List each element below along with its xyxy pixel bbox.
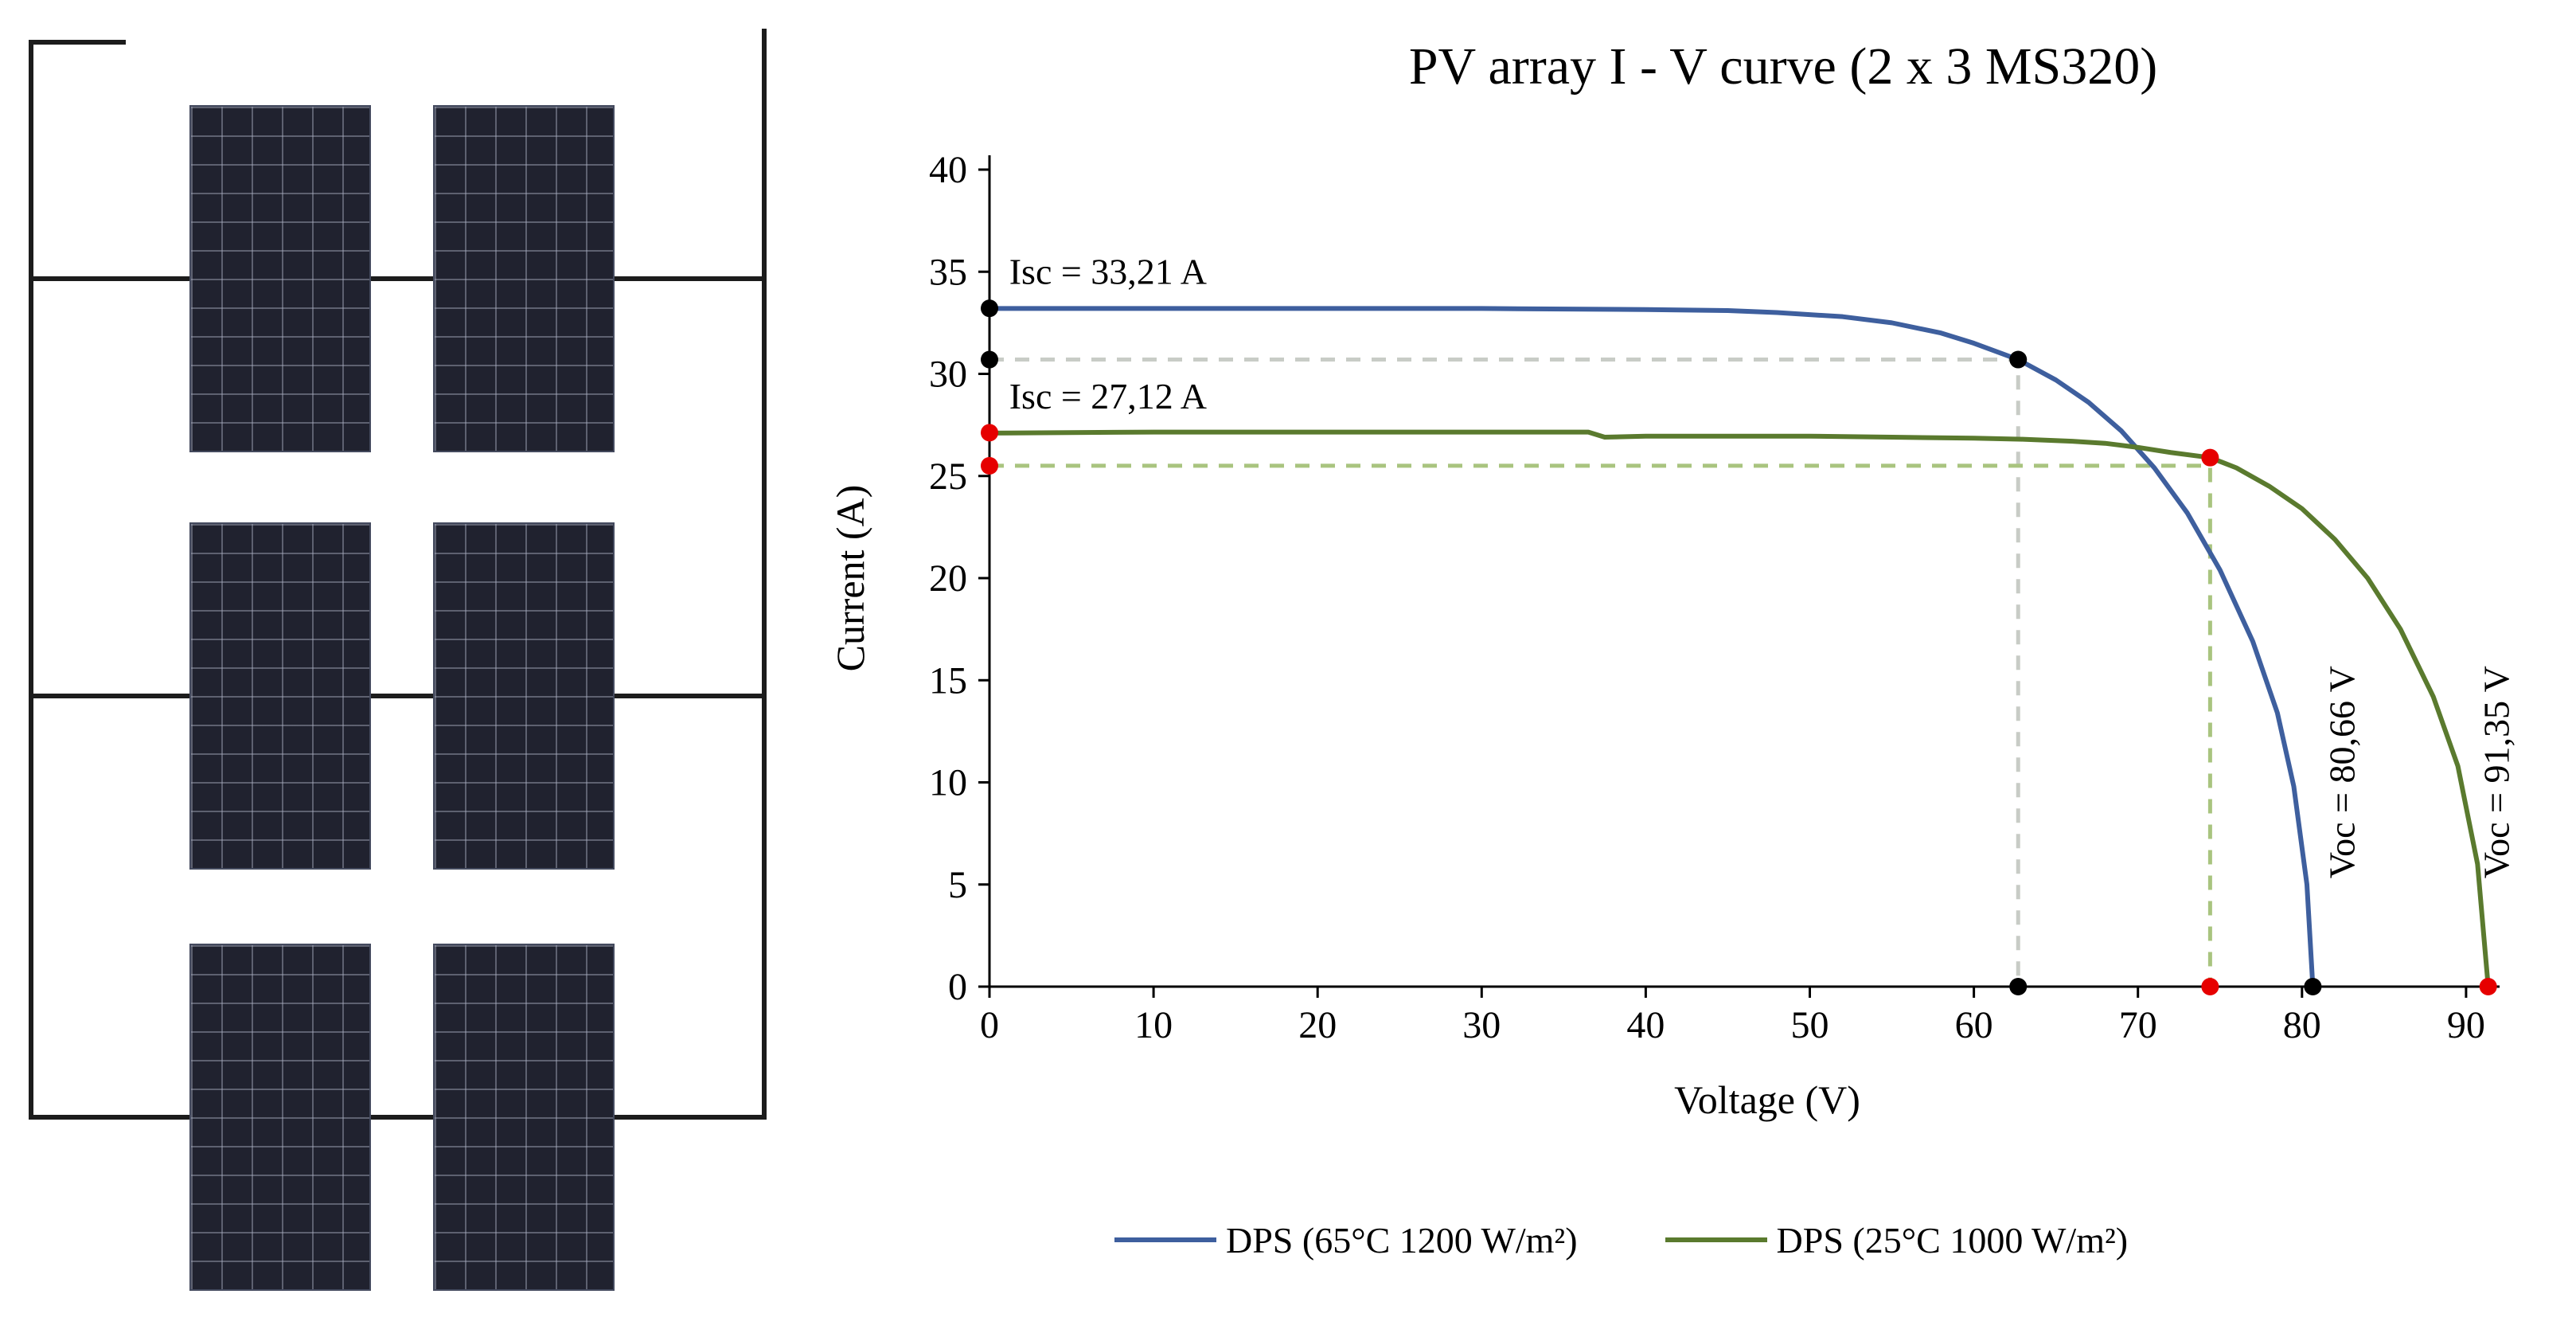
x-tick-label: 80 (2283, 1004, 2321, 1046)
x-tick-label: 40 (1626, 1004, 1665, 1046)
legend-label-hot: DPS (65°C 1200 W/m²) (1226, 1219, 1578, 1261)
pv-module-r3c1 (189, 944, 371, 1291)
pv-module-r3c2 (433, 944, 615, 1291)
marker-dot-red (2201, 978, 2219, 995)
annotation-label: Voc = 91,35 V (2476, 666, 2516, 878)
annotation-label: Isc = 33,21 A (1009, 252, 1207, 292)
y-axis-title: Current (A) (828, 485, 872, 672)
marker-dot-black (2009, 350, 2028, 369)
x-tick-label: 30 (1462, 1004, 1501, 1046)
y-tick-label: 5 (948, 864, 967, 906)
y-tick-label: 40 (929, 149, 967, 191)
annotation-label: Voc = 80,66 V (2322, 666, 2363, 878)
legend-line-green (1665, 1237, 1767, 1242)
x-tick-label: 10 (1134, 1004, 1173, 1046)
y-tick-label: 10 (929, 762, 967, 804)
x-tick-label: 90 (2447, 1004, 2485, 1046)
marker-dot-red (2479, 978, 2497, 995)
wire-row3-left (29, 1115, 191, 1120)
y-tick-label: 25 (929, 455, 967, 498)
pv-module-r2c1 (189, 522, 371, 870)
wire-right-bus (762, 29, 767, 1120)
legend-item-hot: DPS (65°C 1200 W/m²) (1114, 1217, 1578, 1263)
chart-title: PV array I - V curve (2 x 3 MS320) (1409, 37, 2157, 96)
x-tick-label: 60 (1955, 1004, 1993, 1046)
x-tick-label: 50 (1791, 1004, 1829, 1046)
legend-item-stc: DPS (25°C 1000 W/m²) (1665, 1217, 2129, 1263)
mpp-guide-1 (989, 463, 2212, 987)
legend-label-stc: DPS (25°C 1000 W/m²) (1776, 1219, 2129, 1261)
wire-row2-left (29, 694, 191, 698)
iv-curve-stc (987, 429, 2491, 989)
marker-dot-black (981, 350, 998, 369)
mpp-guide-0 (989, 358, 2020, 987)
wire-left-bus (29, 40, 33, 1120)
y-tick-label: 30 (929, 354, 967, 396)
wire-top-left-lead (29, 40, 126, 45)
pv-module-r1c2 (433, 105, 615, 452)
wire-row2-middle (371, 694, 433, 698)
x-tick-label: 70 (2119, 1004, 2157, 1046)
wire-row2-right (615, 694, 767, 698)
legend-line-blue (1114, 1237, 1216, 1242)
wire-row3-middle (371, 1115, 433, 1120)
y-tick-label: 0 (948, 966, 967, 1008)
chart-legend: DPS (65°C 1200 W/m²) DPS (25°C 1000 W/m²… (1114, 1217, 2128, 1263)
pv-module-r1c1 (189, 105, 371, 452)
wire-row3-right (615, 1115, 767, 1120)
marker-dot-red (2201, 448, 2219, 467)
marker-dot-red (981, 424, 998, 442)
y-tick-label: 35 (929, 251, 967, 293)
marker-dot-black (981, 299, 998, 318)
wire-row1-right (615, 276, 767, 281)
y-tick-label: 20 (929, 557, 967, 600)
x-tick-label: 0 (980, 1004, 999, 1046)
y-tick-label: 15 (929, 659, 967, 702)
x-axis-title: Voltage (V) (1674, 1077, 1860, 1122)
wire-row1-left (29, 276, 191, 281)
pv-module-r2c2 (433, 522, 615, 870)
x-tick-label: 20 (1298, 1004, 1337, 1046)
annotation-label: Isc = 27,12 A (1009, 376, 1207, 416)
marker-dot-black (2009, 978, 2028, 995)
marker-dot-black (2304, 978, 2322, 995)
marker-dot-red (981, 456, 998, 475)
wire-row1-middle (371, 276, 433, 281)
